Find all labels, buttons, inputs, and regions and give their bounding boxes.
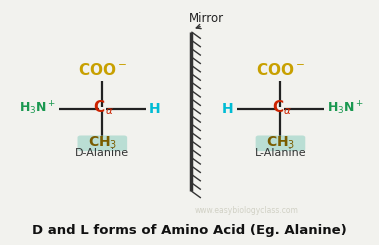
Text: COO$^-$: COO$^-$ <box>256 62 305 78</box>
Text: www.easybiologyclass.com: www.easybiologyclass.com <box>194 206 298 215</box>
FancyBboxPatch shape <box>78 135 127 151</box>
Text: H: H <box>149 101 161 116</box>
Text: $\alpha$: $\alpha$ <box>105 107 113 116</box>
Text: $\alpha$: $\alpha$ <box>283 107 291 116</box>
Text: L-Alanine: L-Alanine <box>255 148 306 158</box>
Text: H$_3$N$^+$: H$_3$N$^+$ <box>19 100 56 117</box>
Text: C: C <box>272 100 283 115</box>
Text: Mirror: Mirror <box>189 12 224 25</box>
Text: COO$^-$: COO$^-$ <box>78 62 127 78</box>
Text: D and L forms of Amino Acid (Eg. Alanine): D and L forms of Amino Acid (Eg. Alanine… <box>32 224 347 237</box>
Text: H: H <box>222 101 234 116</box>
Text: C: C <box>94 100 105 115</box>
Text: H$_3$N$^+$: H$_3$N$^+$ <box>327 100 364 117</box>
FancyBboxPatch shape <box>255 135 305 151</box>
Text: CH$_3$: CH$_3$ <box>88 135 117 151</box>
Text: CH$_3$: CH$_3$ <box>266 135 295 151</box>
Text: D-Alanine: D-Alanine <box>75 148 129 158</box>
